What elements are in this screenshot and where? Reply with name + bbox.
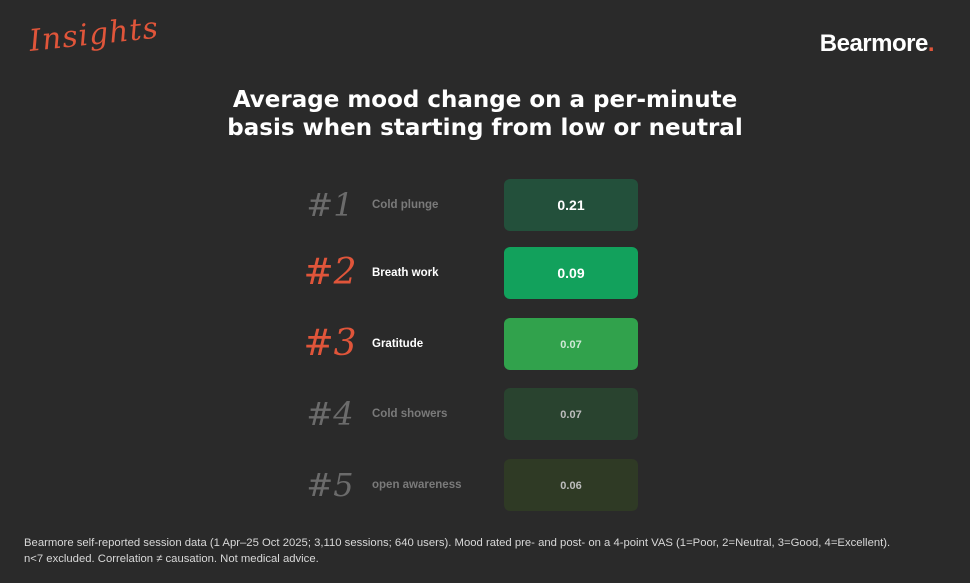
rank-number: #5 bbox=[306, 466, 354, 504]
activity-label: Cold showers bbox=[372, 408, 448, 420]
value-bar: 0.07 bbox=[504, 388, 638, 440]
chart-title-line-2: basis when starting from low or neutral bbox=[227, 115, 743, 141]
footnote: Bearmore self-reported session data (1 A… bbox=[24, 535, 954, 567]
value-label: 0.07 bbox=[560, 409, 582, 421]
ranking-row: #5 open awareness 0.06 bbox=[0, 459, 970, 511]
activity-label: Breath work bbox=[372, 267, 439, 279]
insights-logo: Insights bbox=[27, 10, 161, 59]
activity-label: open awareness bbox=[372, 479, 462, 491]
value-bar: 0.21 bbox=[504, 179, 638, 231]
brand-name: Bearmore bbox=[819, 30, 929, 57]
value-label: 0.07 bbox=[560, 339, 582, 351]
rank-number: #3 bbox=[303, 323, 357, 364]
rank-number: #1 bbox=[306, 186, 354, 224]
ranking-row: #1 Cold plunge 0.21 bbox=[0, 179, 970, 231]
rank-number: #4 bbox=[306, 395, 354, 433]
brand-logo: Bearmore. bbox=[819, 30, 935, 58]
value-label: 0.06 bbox=[560, 480, 582, 492]
value-bar: 0.09 bbox=[504, 247, 638, 299]
rank-number: #2 bbox=[303, 252, 357, 293]
value-label: 0.21 bbox=[557, 197, 585, 213]
value-bar: 0.06 bbox=[504, 459, 638, 511]
activity-label: Cold plunge bbox=[372, 199, 439, 211]
chart-title-line-1: Average mood change on a per-minute bbox=[232, 87, 738, 113]
ranking-row: #2 Breath work 0.09 bbox=[0, 247, 970, 299]
footnote-line-2: n<7 excluded. Correlation ≠ causation. N… bbox=[24, 553, 319, 565]
footnote-line-1: Bearmore self-reported session data (1 A… bbox=[24, 537, 891, 549]
ranking-row: #3 Gratitude 0.07 bbox=[0, 318, 970, 370]
ranking-row: #4 Cold showers 0.07 bbox=[0, 388, 970, 440]
value-label: 0.09 bbox=[557, 265, 585, 281]
brand-dot: . bbox=[927, 30, 935, 57]
chart-title: Average mood change on a per-minute basi… bbox=[0, 86, 970, 142]
value-bar: 0.07 bbox=[504, 318, 638, 370]
activity-label: Gratitude bbox=[372, 338, 424, 350]
